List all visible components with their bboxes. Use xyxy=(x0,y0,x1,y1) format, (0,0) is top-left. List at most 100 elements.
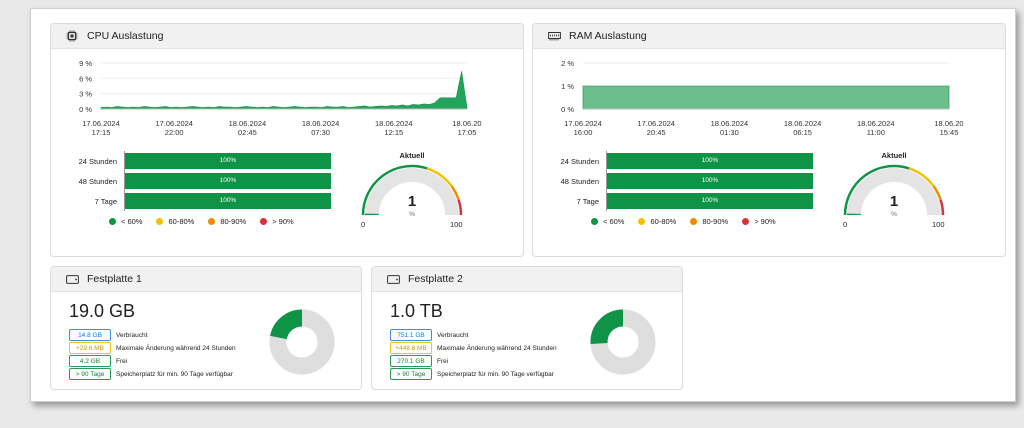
legend-label: > 90% xyxy=(754,217,776,226)
memory-icon xyxy=(547,30,561,42)
usage-bar: 100% xyxy=(125,153,331,169)
gauge-value: 1 xyxy=(407,193,417,210)
x-tick-date: 18.06.20 xyxy=(934,119,963,128)
disk-usage-donut xyxy=(269,309,335,375)
legend-dot xyxy=(260,218,268,225)
gauge-band xyxy=(843,164,910,216)
usage-bar: 100% xyxy=(607,193,813,209)
free-badge: 270.1 GB xyxy=(390,355,432,367)
bar-label: 24 Stunden xyxy=(560,157,599,166)
x-tick-time: 22:00 xyxy=(165,128,184,137)
cpu-legend: < 60% 60-80% 80-90% > 90% xyxy=(109,217,308,226)
disk-title: Festplatte 2 xyxy=(408,273,463,285)
cpu-panel-header: CPU Auslastung xyxy=(51,24,523,49)
legend-dot xyxy=(156,218,164,225)
bar-label: 7 Tage xyxy=(94,197,117,206)
gauge-max: 100 xyxy=(450,220,463,229)
x-tick-time: 20:45 xyxy=(647,128,666,137)
disk-used-row: 751.1 GB Verbraucht xyxy=(390,329,468,341)
gauge-dial xyxy=(361,164,463,216)
usage-bar: 100% xyxy=(607,153,813,169)
legend-label: < 60% xyxy=(121,217,143,226)
disk-panel-2: Festplatte 2 1.0 TB 751.1 GB Verbraucht +… xyxy=(371,266,683,390)
legend-item: < 60% xyxy=(591,217,624,226)
free-label: Frei xyxy=(116,357,128,365)
x-tick-date: 18.06.2024 xyxy=(229,119,267,128)
gauge-band xyxy=(426,167,453,187)
x-tick-date: 18.06.2024 xyxy=(302,119,340,128)
dashboard-frame: CPU Auslastung 9 % 6 % 3 % 0 % 17.06.2024 17:… xyxy=(30,8,1016,402)
gauge-min: 0 xyxy=(361,220,366,229)
legend-dot xyxy=(208,218,216,225)
gauge-band xyxy=(361,164,428,216)
gauge-band xyxy=(908,167,935,187)
usage-bar: 100% xyxy=(607,173,813,189)
disk-change-row: +29.6 MB Maximale Änderung während 24 Stu… xyxy=(69,342,236,354)
legend-label: < 60% xyxy=(603,217,625,226)
bar-label: 24 Stunden xyxy=(78,157,117,166)
ram-panel-title: RAM Auslastung xyxy=(569,30,647,42)
disk-change-row: +448.8 MB Maximale Änderung während 24 St… xyxy=(390,342,557,354)
gauge-band xyxy=(932,185,942,201)
free-badge: 4.2 GB xyxy=(69,355,111,367)
change-badge: +29.6 MB xyxy=(69,342,111,354)
disk-forecast-row: > 90 Tage Speicherplatz für min. 90 Tage … xyxy=(390,368,554,380)
gauge-min: 0 xyxy=(843,220,848,229)
change-label: Maximale Änderung während 24 Stunden xyxy=(116,344,236,352)
x-tick-time: 01:30 xyxy=(720,128,739,137)
change-badge: +448.8 MB xyxy=(390,342,432,354)
donut-free-segment xyxy=(270,309,303,340)
disk-usage-donut xyxy=(590,309,656,375)
x-tick-time: 11:00 xyxy=(867,128,885,137)
used-badge: 751.1 GB xyxy=(390,329,432,341)
disk-free-row: 270.1 GB Frei xyxy=(390,355,448,367)
legend-dot xyxy=(742,218,750,225)
ram-legend: < 60% 60-80% 80-90% > 90% xyxy=(591,217,790,226)
usage-bar: 100% xyxy=(125,173,331,189)
gauge-value: 1 xyxy=(889,193,899,210)
legend-item: 80-90% xyxy=(208,217,246,226)
legend-item: < 60% xyxy=(109,217,142,226)
forecast-badge: > 90 Tage xyxy=(69,368,111,380)
bar-axis xyxy=(124,151,125,211)
legend-dot xyxy=(109,218,116,225)
x-tick-time: 16:00 xyxy=(574,128,593,137)
used-badge: 14.8 GB xyxy=(69,329,111,341)
x-tick-time: 12:15 xyxy=(384,128,403,137)
disk-panel-1: Festplatte 1 19.0 GB 14.8 GB Verbraucht +… xyxy=(50,266,362,390)
used-label: Verbraucht xyxy=(437,331,469,339)
legend-label: 60-80% xyxy=(168,217,195,226)
legend-item: > 90% xyxy=(260,217,294,226)
y-tick-label: 3 % xyxy=(79,90,92,99)
legend-label: 80-90% xyxy=(702,217,729,226)
gauge-band xyxy=(939,199,945,216)
hard-drive-icon xyxy=(386,273,400,285)
y-tick-label: 1 % xyxy=(561,82,574,91)
legend-label: > 90% xyxy=(272,217,294,226)
free-label: Frei xyxy=(437,357,449,365)
cpu-panel: CPU Auslastung 9 % 6 % 3 % 0 % 17.06.2024 17:… xyxy=(50,23,524,257)
forecast-label: Speicherplatz für min. 90 Tage verfügbar xyxy=(437,370,554,378)
x-tick-date: 18.06.2024 xyxy=(711,119,749,128)
y-tick-label: 9 % xyxy=(79,59,92,68)
y-tick-label: 0 % xyxy=(79,105,92,114)
gauge-title: Aktuell xyxy=(399,151,425,160)
legend-item: > 90% xyxy=(742,217,776,226)
disk-title: Festplatte 1 xyxy=(87,273,142,285)
gauge-track xyxy=(365,168,459,216)
legend-dot xyxy=(591,218,598,225)
x-tick-date: 18.06.2024 xyxy=(857,119,895,128)
disk-free-row: 4.2 GB Frei xyxy=(69,355,127,367)
y-tick-label: 0 % xyxy=(561,105,574,114)
legend-item: 60-80% xyxy=(638,217,676,226)
x-tick-time: 17:15 xyxy=(92,128,111,137)
disk-forecast-row: > 90 Tage Speicherplatz für min. 90 Tage … xyxy=(69,368,233,380)
gauge-track xyxy=(847,168,941,216)
gauge-title: Aktuell xyxy=(881,151,907,160)
disk-used-row: 14.8 GB Verbraucht xyxy=(69,329,147,341)
disk-panel-header: Festplatte 2 xyxy=(372,267,682,292)
cpu-panel-title: CPU Auslastung xyxy=(87,30,164,42)
cpu-usage-chart: 9 %6 %3 %0 %17.06.202417:1517.06.202422:… xyxy=(79,59,482,137)
area-series xyxy=(100,71,468,110)
forecast-label: Speicherplatz für min. 90 Tage verfügbar xyxy=(116,370,233,378)
